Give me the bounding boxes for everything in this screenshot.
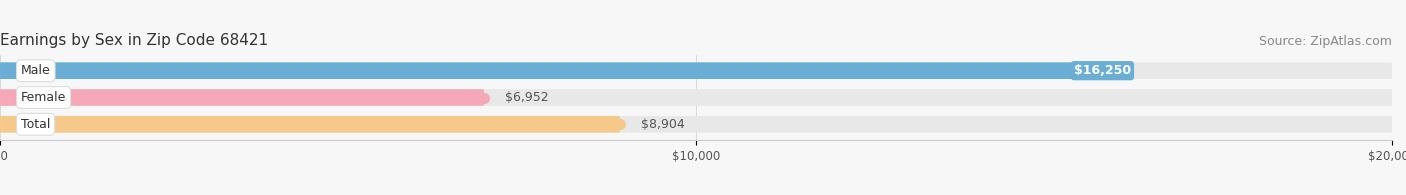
FancyBboxPatch shape bbox=[0, 116, 1392, 133]
Text: Female: Female bbox=[21, 91, 66, 104]
FancyBboxPatch shape bbox=[0, 62, 1392, 79]
Text: $6,952: $6,952 bbox=[505, 91, 548, 104]
Text: Male: Male bbox=[21, 64, 51, 77]
FancyBboxPatch shape bbox=[0, 89, 1392, 106]
Text: Earnings by Sex in Zip Code 68421: Earnings by Sex in Zip Code 68421 bbox=[0, 33, 269, 48]
FancyBboxPatch shape bbox=[0, 89, 484, 106]
Text: Source: ZipAtlas.com: Source: ZipAtlas.com bbox=[1258, 35, 1392, 48]
Text: Total: Total bbox=[21, 118, 51, 131]
Text: $16,250: $16,250 bbox=[1074, 64, 1130, 77]
FancyBboxPatch shape bbox=[0, 116, 620, 133]
Text: $8,904: $8,904 bbox=[641, 118, 685, 131]
FancyBboxPatch shape bbox=[0, 62, 1130, 79]
